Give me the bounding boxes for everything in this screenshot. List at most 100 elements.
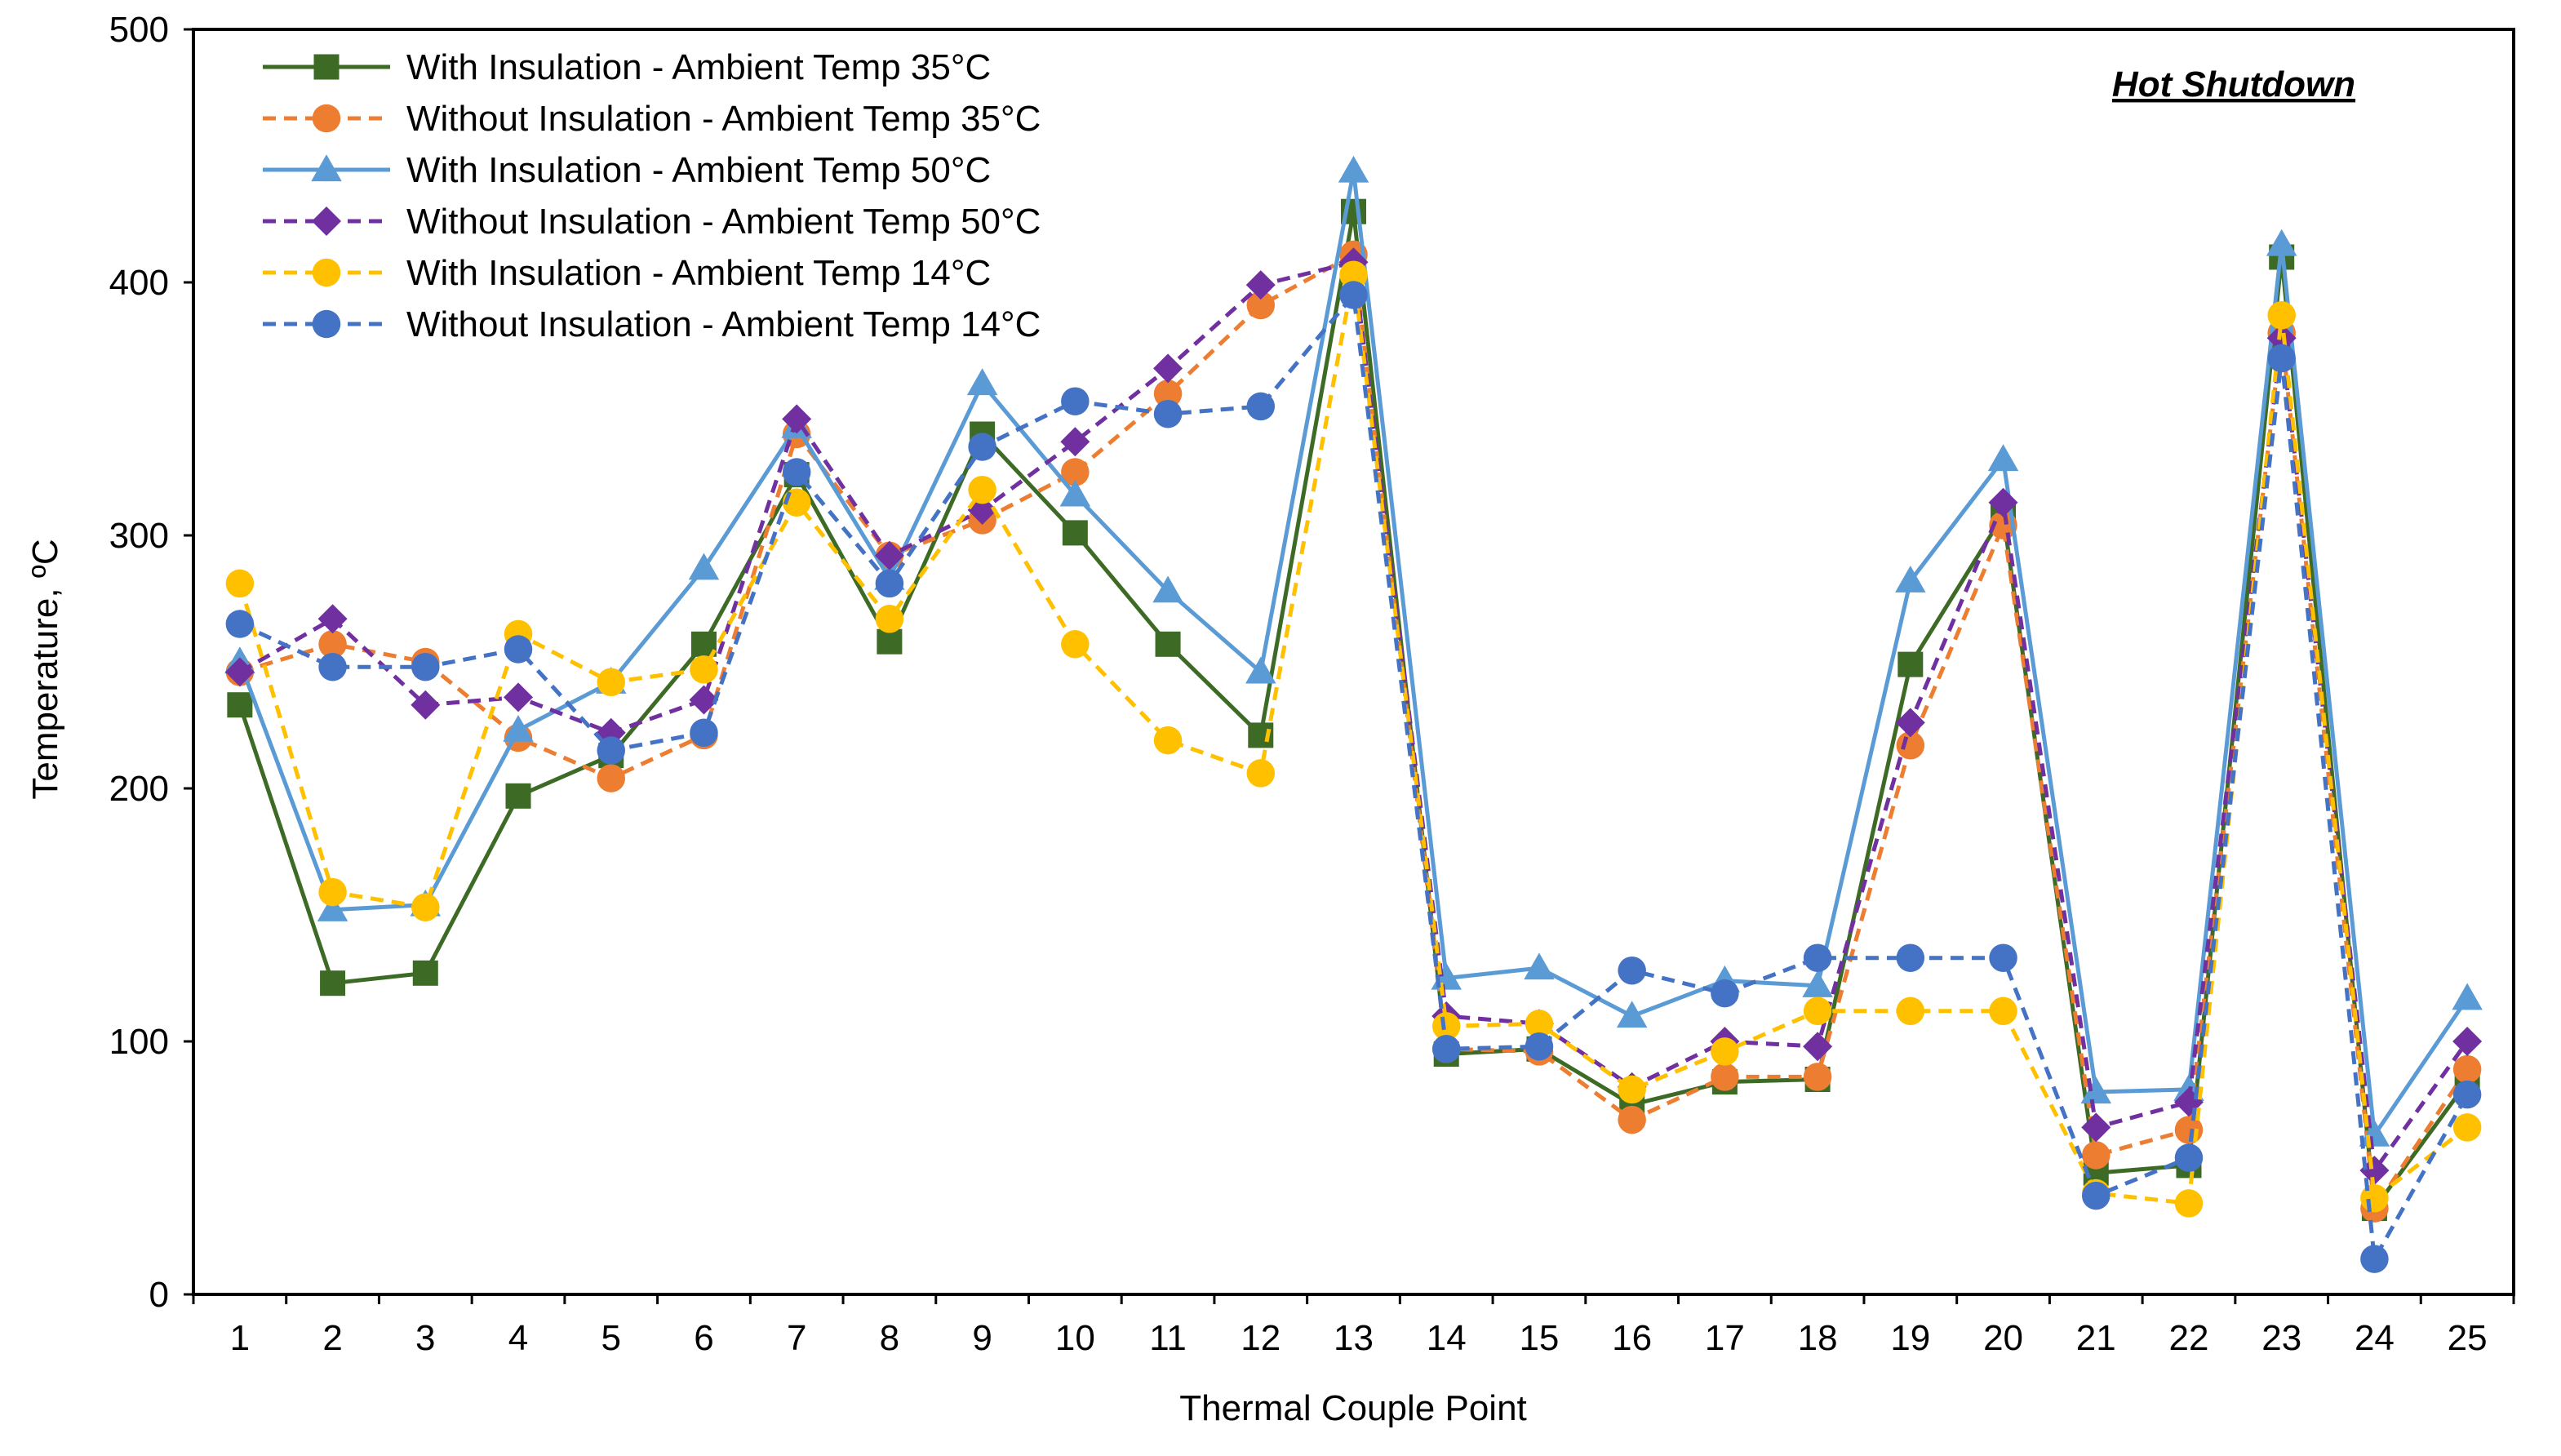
data-point (2452, 1113, 2482, 1142)
x-tick-label: 2 (322, 1318, 342, 1358)
data-point (1525, 1010, 1554, 1038)
x-tick-label: 9 (972, 1318, 992, 1358)
data-point (318, 652, 347, 681)
y-tick-label: 500 (109, 10, 169, 50)
data-point (597, 764, 625, 792)
legend-label-6: Without Insulation - Ambient Temp 14°C (406, 304, 1041, 344)
data-point (1153, 726, 1183, 755)
data-point (1062, 520, 1088, 546)
x-tick-label: 19 (1890, 1318, 1930, 1358)
data-point (2266, 229, 2297, 256)
x-tick-label: 17 (1705, 1318, 1745, 1358)
x-tick-label: 10 (1055, 1318, 1095, 1358)
x-tick-label: 15 (1519, 1318, 1559, 1358)
data-point (968, 475, 996, 504)
x-tick-label: 6 (694, 1318, 713, 1358)
x-tick-label: 4 (508, 1318, 528, 1358)
data-point (1061, 630, 1090, 659)
series-line-6 (238, 293, 2470, 1262)
data-point (320, 970, 346, 997)
data-point (874, 540, 904, 570)
data-point (1155, 631, 1181, 657)
series-1 (227, 198, 2480, 1222)
data-point (1803, 1032, 1833, 1062)
data-point (411, 690, 441, 720)
data-point (2082, 1141, 2110, 1170)
data-point (1153, 399, 1183, 428)
data-point (2082, 1181, 2110, 1210)
legend-marker-3 (311, 154, 342, 182)
legend-marker-4 (312, 206, 341, 236)
x-axis-label: Thermal Couple Point (1179, 1388, 1527, 1428)
y-axis-label: Temperature, ºC (25, 539, 65, 799)
data-point (1246, 392, 1276, 421)
plot-frame (192, 28, 2515, 1296)
data-point (2452, 983, 2483, 1010)
data-point (504, 635, 533, 664)
data-point (1339, 281, 1368, 309)
data-point (1431, 1035, 1461, 1063)
legend-label-5: With Insulation - Ambient Temp 14°C (406, 253, 991, 293)
data-point (966, 368, 998, 396)
legend-label-4: Without Insulation - Ambient Temp 50°C (406, 202, 1041, 242)
data-point (224, 657, 255, 687)
data-point (412, 960, 438, 986)
data-point (2080, 1076, 2112, 1104)
series-2 (225, 240, 2482, 1223)
x-tick-label: 24 (2355, 1318, 2395, 1358)
data-point (1895, 566, 1926, 593)
legend-marker-5 (312, 258, 341, 287)
data-point (2452, 1054, 2482, 1084)
data-point (1987, 444, 2019, 472)
data-point (2174, 1189, 2204, 1218)
data-point (2266, 323, 2297, 353)
data-point (317, 604, 348, 634)
data-point (2267, 301, 2296, 330)
data-point (505, 783, 531, 809)
data-point (1338, 155, 1369, 183)
x-tick-label: 1 (230, 1318, 250, 1358)
data-point (411, 652, 440, 681)
legend-label-1: With Insulation - Ambient Temp 35°C (406, 47, 991, 87)
data-point (225, 610, 255, 638)
data-point (2359, 1156, 2390, 1186)
data-point (690, 718, 718, 748)
x-axis-ticks: 1 2 3 4 5 6 7 8 9 10 11 12 13 14 15 16 17 18 19 20 21 22 23 24 2… (192, 1294, 2515, 1358)
data-point (1897, 651, 1924, 677)
data-point (875, 569, 904, 598)
data-point (1245, 656, 1276, 684)
data-point (782, 458, 811, 486)
legend: With Insulation - Ambient Temp 35°C Witho… (263, 47, 1041, 344)
data-point (1431, 1012, 1461, 1041)
data-point (1060, 427, 1090, 457)
data-point (968, 433, 996, 461)
data-point (782, 404, 812, 434)
series-line-4 (238, 260, 2470, 1173)
data-point (1339, 260, 1368, 289)
data-point (1059, 479, 1091, 507)
data-point (2081, 1112, 2111, 1143)
data-point (1989, 997, 2017, 1026)
data-point (690, 655, 718, 684)
data-point (504, 682, 534, 712)
data-point (411, 893, 440, 921)
data-point (1246, 291, 1276, 320)
x-tick-label: 20 (1983, 1318, 2023, 1358)
data-point (1896, 943, 1925, 972)
series-5 (225, 260, 2482, 1218)
plot-area-border (192, 28, 2515, 1296)
x-tick-label: 7 (787, 1318, 806, 1358)
data-point (1711, 979, 1739, 1008)
data-point (318, 877, 347, 907)
series-line-5 (237, 273, 2469, 1205)
data-point (2174, 1143, 2204, 1172)
data-point (877, 628, 903, 655)
data-point (689, 685, 719, 715)
data-point (1803, 1063, 1832, 1091)
data-point (2452, 1027, 2483, 1056)
data-point (1616, 1001, 1648, 1028)
y-tick-label: 400 (109, 263, 169, 303)
data-point (1618, 1105, 1646, 1134)
data-point (1896, 997, 1925, 1026)
